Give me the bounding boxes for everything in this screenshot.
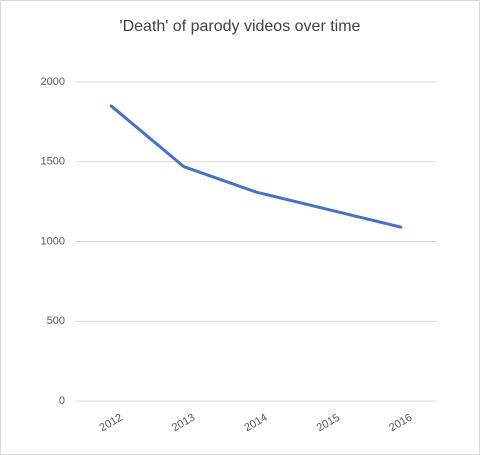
data-line	[109, 104, 403, 229]
y-tick-label: 500	[47, 315, 65, 327]
y-tick-label: 0	[59, 395, 65, 407]
y-tick-label: 2000	[41, 76, 65, 88]
y-tick-label: 1500	[41, 156, 65, 168]
chart-title: 'Death' of parody videos over time	[120, 18, 361, 35]
y-tick-label: 1000	[41, 235, 65, 247]
